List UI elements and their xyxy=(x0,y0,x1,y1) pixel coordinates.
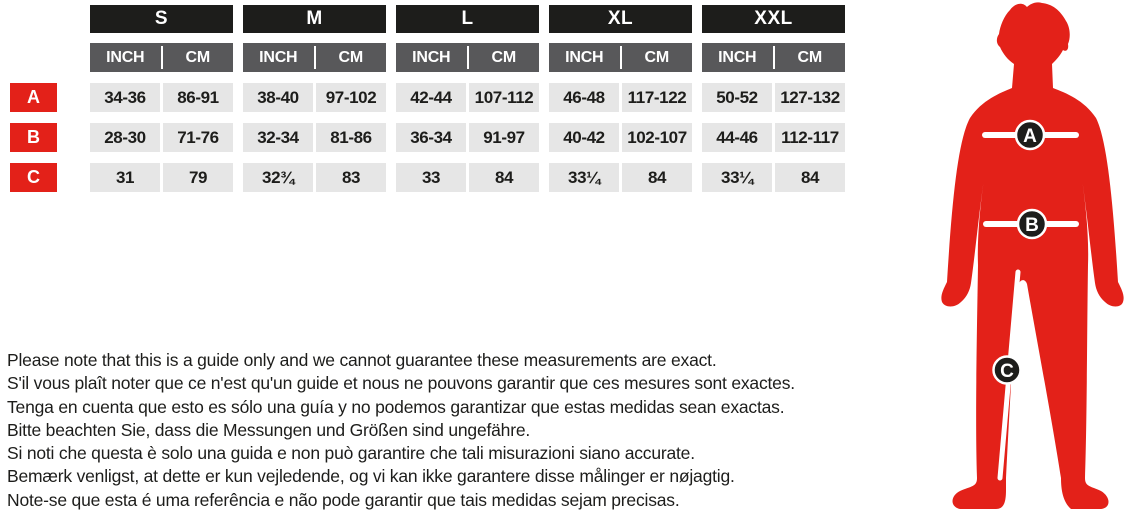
table-row: 32¾ 83 xyxy=(243,163,386,192)
size-header-l: L xyxy=(396,5,539,33)
size-group-xxl: XXL INCH CM 50-52 127-132 44-46 112-117 … xyxy=(702,5,845,192)
unit-header-inch: INCH xyxy=(718,48,757,66)
size-group-xl: XL INCH CM 46-48 117-122 40-42 102-107 3… xyxy=(549,5,692,192)
cell-inch: 32-34 xyxy=(243,123,313,152)
unit-divider xyxy=(160,46,163,69)
table-row: 50-52 127-132 xyxy=(702,83,845,112)
unit-header-cm: CM xyxy=(797,48,823,66)
unit-header-row: INCH CM xyxy=(702,43,845,72)
table-row: 34-36 86-91 xyxy=(90,83,233,112)
cell-cm: 107-112 xyxy=(469,83,539,112)
row-label-c: C xyxy=(10,163,57,192)
cell-inch: 32¾ xyxy=(243,163,313,192)
row-label-a: A xyxy=(10,83,57,112)
marker-a-label: A xyxy=(1023,126,1037,147)
size-header-xxl: XXL xyxy=(702,5,845,33)
disclaimer-line-it: Si noti che questa è solo una guida e no… xyxy=(7,443,695,464)
table-row: 28-30 71-76 xyxy=(90,123,233,152)
unit-header-inch: INCH xyxy=(412,48,451,66)
cell-cm: 84 xyxy=(775,163,845,192)
marker-c-circle xyxy=(992,355,1022,385)
row-label-column: A B C xyxy=(10,5,57,203)
marker-b-circle xyxy=(1016,208,1048,240)
unit-header-cm: CM xyxy=(491,48,517,66)
disclaimer-line-en: Please note that this is a guide only an… xyxy=(7,350,717,370)
label-spacer xyxy=(10,5,57,83)
cell-cm: 86-91 xyxy=(163,83,233,112)
row-label-b: B xyxy=(10,123,57,152)
cell-cm: 102-107 xyxy=(622,123,692,152)
cell-cm: 97-102 xyxy=(316,83,386,112)
size-group-l: L INCH CM 42-44 107-112 36-34 91-97 33 8… xyxy=(396,5,539,192)
table-row: 32-34 81-86 xyxy=(243,123,386,152)
table-row: 31 79 xyxy=(90,163,233,192)
cell-inch: 40-42 xyxy=(549,123,619,152)
unit-header-inch: INCH xyxy=(106,48,145,66)
unit-header-row: INCH CM xyxy=(243,43,386,72)
cell-inch: 33 xyxy=(396,163,466,192)
size-table: S INCH CM 34-36 86-91 28-30 71-76 31 79 … xyxy=(90,5,845,192)
cell-inch: 28-30 xyxy=(90,123,160,152)
disclaimer-line-pt: Note-se que esta é uma referência e não … xyxy=(7,489,680,510)
unit-header-row: INCH CM xyxy=(396,43,539,72)
disclaimer-line-es: Tenga en cuenta que esto es sólo una guí… xyxy=(7,396,785,417)
unit-header-cm: CM xyxy=(338,48,364,66)
cell-cm: 117-122 xyxy=(622,83,692,112)
cell-inch: 46-48 xyxy=(549,83,619,112)
cell-inch: 42-44 xyxy=(396,83,466,112)
size-header-xl: XL xyxy=(549,5,692,33)
marker-b-label: B xyxy=(1025,215,1039,236)
cell-cm: 81-86 xyxy=(316,123,386,152)
cell-cm: 84 xyxy=(622,163,692,192)
size-group-m: M INCH CM 38-40 97-102 32-34 81-86 32¾ 8… xyxy=(243,5,386,192)
table-row: 38-40 97-102 xyxy=(243,83,386,112)
cell-inch: 44-46 xyxy=(702,123,772,152)
unit-divider xyxy=(466,46,469,69)
cell-inch: 33¼ xyxy=(702,163,772,192)
cell-inch: 33¼ xyxy=(549,163,619,192)
table-row: 40-42 102-107 xyxy=(549,123,692,152)
disclaimer-line-fr: S'il vous plaît noter que ce n'est qu'un… xyxy=(7,373,795,394)
marker-a-circle xyxy=(1014,119,1046,151)
unit-divider xyxy=(619,46,622,69)
disclaimer-text: Please note that this is a guide only an… xyxy=(7,349,795,512)
cell-inch: 36-34 xyxy=(396,123,466,152)
size-header-m: M xyxy=(243,5,386,33)
unit-header-cm: CM xyxy=(185,48,211,66)
marker-c-label: C xyxy=(1000,361,1014,382)
table-row: 33¼ 84 xyxy=(549,163,692,192)
cell-cm: 127-132 xyxy=(775,83,845,112)
cell-inch: 50-52 xyxy=(702,83,772,112)
cell-cm: 83 xyxy=(316,163,386,192)
table-row: 42-44 107-112 xyxy=(396,83,539,112)
cell-cm: 79 xyxy=(163,163,233,192)
cell-cm: 84 xyxy=(469,163,539,192)
cell-inch: 31 xyxy=(90,163,160,192)
table-row: 46-48 117-122 xyxy=(549,83,692,112)
body-silhouette xyxy=(941,2,1124,510)
table-row: 36-34 91-97 xyxy=(396,123,539,152)
table-row: 33 84 xyxy=(396,163,539,192)
cell-cm: 112-117 xyxy=(775,123,845,152)
unit-divider xyxy=(772,46,775,69)
cell-inch: 34-36 xyxy=(90,83,160,112)
unit-header-row: INCH CM xyxy=(549,43,692,72)
cell-inch: 38-40 xyxy=(243,83,313,112)
disclaimer-line-da: Bemærk venligst, at dette er kun vejlede… xyxy=(7,466,735,487)
size-group-s: S INCH CM 34-36 86-91 28-30 71-76 31 79 xyxy=(90,5,233,192)
unit-header-inch: INCH xyxy=(565,48,604,66)
unit-header-row: INCH CM xyxy=(90,43,233,72)
unit-header-cm: CM xyxy=(644,48,670,66)
cell-cm: 91-97 xyxy=(469,123,539,152)
cell-cm: 71-76 xyxy=(163,123,233,152)
size-header-s: S xyxy=(90,5,233,33)
unit-header-inch: INCH xyxy=(259,48,298,66)
unit-divider xyxy=(313,46,316,69)
disclaimer-line-de: Bitte beachten Sie, dass die Messungen u… xyxy=(7,419,531,440)
table-row: 33¼ 84 xyxy=(702,163,845,192)
body-measurement-diagram: A B C xyxy=(941,2,1124,510)
table-row: 44-46 112-117 xyxy=(702,123,845,152)
